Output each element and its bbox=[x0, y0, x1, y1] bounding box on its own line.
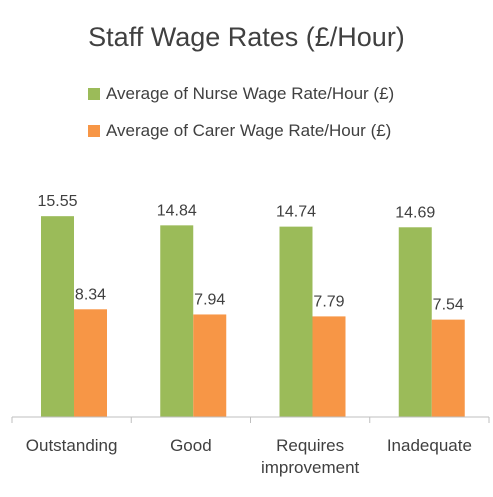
x-tick-label-0: Outstanding bbox=[26, 436, 118, 455]
bar-carer-0 bbox=[74, 309, 107, 417]
data-label-nurse-0: 15.55 bbox=[37, 193, 77, 210]
bar-carer-1 bbox=[193, 314, 227, 417]
x-tick-label-3: Inadequate bbox=[387, 436, 472, 455]
legend-item-carer: Average of Carer Wage Rate/Hour (£) bbox=[88, 121, 391, 141]
bar-nurse-2 bbox=[279, 226, 313, 417]
data-label-nurse-2: 14.74 bbox=[276, 204, 316, 221]
bar-nurse-0 bbox=[41, 216, 74, 417]
legend-swatch-nurse bbox=[88, 88, 100, 100]
data-label-nurse-1: 14.84 bbox=[157, 202, 197, 219]
x-tick-label-2-line-1: improvement bbox=[261, 458, 360, 477]
data-label-carer-1: 7.94 bbox=[194, 291, 225, 308]
bar-nurse-1 bbox=[160, 225, 194, 417]
data-label-nurse-3: 14.69 bbox=[395, 204, 435, 221]
data-label-carer-2: 7.79 bbox=[313, 293, 344, 310]
legend-label-carer: Average of Carer Wage Rate/Hour (£) bbox=[106, 121, 392, 140]
data-label-carer-0: 8.34 bbox=[75, 286, 106, 303]
legend-swatch-carer bbox=[88, 125, 100, 137]
x-tick-label-2-line-0: Requires bbox=[276, 436, 344, 455]
bar-carer-2 bbox=[312, 316, 346, 417]
bar-nurse-3 bbox=[398, 227, 432, 417]
bar-carer-3 bbox=[431, 319, 465, 417]
legend-item-nurse: Average of Nurse Wage Rate/Hour (£) bbox=[88, 84, 394, 104]
data-label-carer-3: 7.54 bbox=[433, 297, 464, 314]
x-tick-label-1: Good bbox=[170, 436, 212, 455]
chart-title: Staff Wage Rates (£/Hour) bbox=[88, 22, 405, 52]
legend-label-nurse: Average of Nurse Wage Rate/Hour (£) bbox=[106, 84, 395, 103]
